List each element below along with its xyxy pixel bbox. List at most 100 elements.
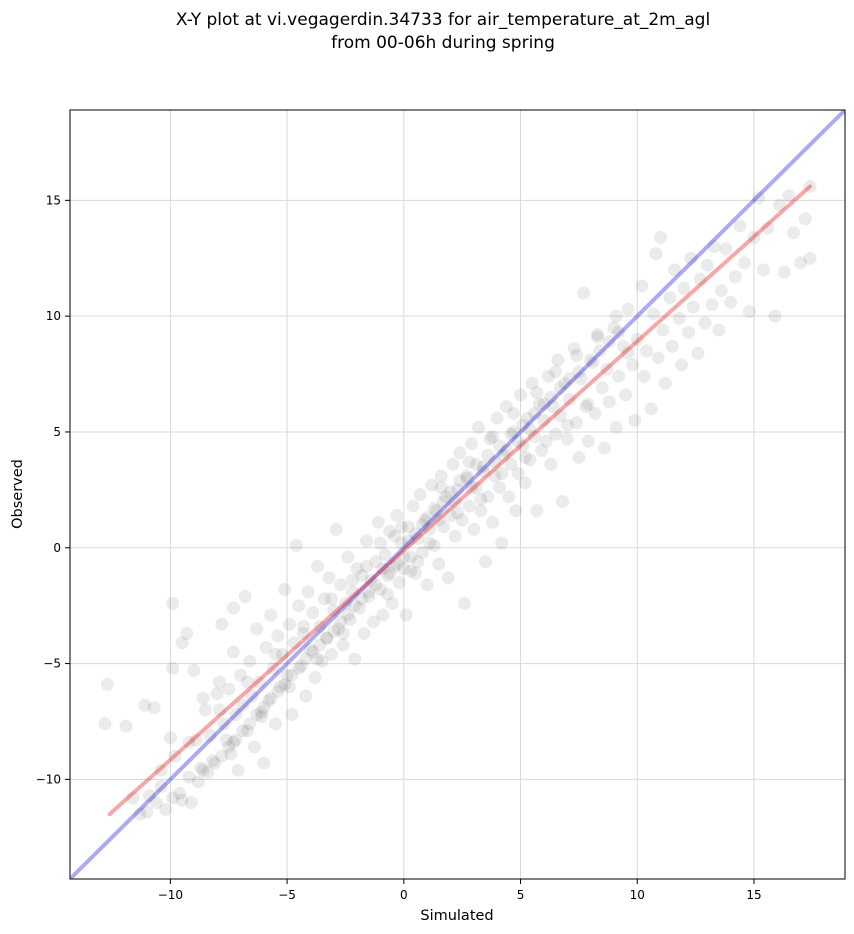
scatter-point <box>586 355 600 369</box>
scatter-point <box>544 390 558 404</box>
scatter-point <box>236 698 250 712</box>
scatter-point <box>292 599 306 613</box>
scatter-point <box>254 710 268 724</box>
scatter-point <box>371 515 385 529</box>
scatter-point <box>380 569 394 583</box>
scatter-point <box>521 411 535 425</box>
scatter-point <box>553 409 567 423</box>
scatter-point <box>523 423 537 437</box>
scatter-point <box>154 763 168 777</box>
scatter-point <box>472 420 486 434</box>
scatter-point <box>647 307 661 321</box>
scatter-point <box>453 474 467 488</box>
scatter-point <box>719 242 733 256</box>
scatter-point <box>432 557 446 571</box>
scatter-point <box>390 557 404 571</box>
scatter-point <box>488 469 502 483</box>
scatter-point <box>640 344 654 358</box>
scatter-point <box>334 578 348 592</box>
scatter-point <box>163 731 177 745</box>
scatter-point <box>268 717 282 731</box>
scatter-point <box>268 647 282 661</box>
scatter-points <box>98 179 817 821</box>
scatter-point <box>355 592 369 606</box>
scatter-point <box>359 559 373 573</box>
scatter-point <box>439 490 453 504</box>
scatter-point <box>196 691 210 705</box>
scatter-point <box>553 381 567 395</box>
scatter-point <box>626 358 640 372</box>
scatter-point <box>453 446 467 460</box>
scatter-point <box>682 325 696 339</box>
scatter-point <box>525 376 539 390</box>
scatter-point <box>535 443 549 457</box>
scatter-point <box>222 682 236 696</box>
scatter-point <box>289 538 303 552</box>
scatter-point <box>226 645 240 659</box>
scatter-point <box>394 536 408 550</box>
scatter-point <box>198 703 212 717</box>
scatter-point <box>187 664 201 678</box>
scatter-point <box>782 189 796 203</box>
scatter-point <box>385 596 399 610</box>
scatter-point <box>516 439 530 453</box>
scatter-point <box>250 708 264 722</box>
scatter-point <box>803 179 817 193</box>
scatter-point <box>436 494 450 508</box>
scatter-point <box>320 631 334 645</box>
chart-title-line-2: from 00-06h during spring <box>331 33 555 53</box>
scatter-point <box>271 629 285 643</box>
scatter-point <box>327 603 341 617</box>
scatter-point <box>504 427 518 441</box>
scatter-point <box>338 596 352 610</box>
scatter-point <box>240 675 254 689</box>
scatter-point <box>465 437 479 451</box>
scatter-point <box>658 376 672 390</box>
scatter-point <box>380 587 394 601</box>
scatter-point <box>616 339 630 353</box>
scatter-point <box>266 661 280 675</box>
scatter-point <box>637 369 651 383</box>
scatter-point <box>257 701 271 715</box>
scatter-point <box>285 708 299 722</box>
scatter-point <box>287 636 301 650</box>
scatter-point <box>359 534 373 548</box>
scatter-point <box>175 636 189 650</box>
scatter-point <box>243 717 257 731</box>
scatter-point <box>264 691 278 705</box>
scatter-point <box>581 397 595 411</box>
scatter-point <box>448 529 462 543</box>
scatter-point <box>738 256 752 270</box>
y-tick-label: 5 <box>53 425 61 439</box>
scatter-point <box>677 281 691 295</box>
scatter-point <box>301 585 315 599</box>
scatter-point <box>476 460 490 474</box>
scatter-point <box>434 481 448 495</box>
scatter-point <box>217 717 231 731</box>
scatter-point <box>595 381 609 395</box>
scatter-point <box>404 550 418 564</box>
scatter-point <box>434 469 448 483</box>
scatter-point <box>257 756 271 770</box>
scatter-point <box>308 670 322 684</box>
scatter-point <box>140 805 154 819</box>
scatter-point <box>581 434 595 448</box>
scatter-point <box>523 453 537 467</box>
scatter-point <box>432 513 446 527</box>
scatter-point <box>166 791 180 805</box>
regression-fit-line <box>107 184 812 817</box>
scatter-point <box>98 717 112 731</box>
scatter-point <box>415 518 429 532</box>
scatter-point <box>518 450 532 464</box>
scatter-point <box>212 675 226 689</box>
scatter-point <box>219 733 233 747</box>
plot-frame <box>69 109 846 880</box>
scatter-point <box>427 538 441 552</box>
scatter-point <box>364 573 378 587</box>
scatter-point <box>429 504 443 518</box>
scatter-point <box>546 399 560 413</box>
scatter-point <box>619 388 633 402</box>
reference-lines <box>70 110 845 879</box>
scatter-point <box>376 562 390 576</box>
